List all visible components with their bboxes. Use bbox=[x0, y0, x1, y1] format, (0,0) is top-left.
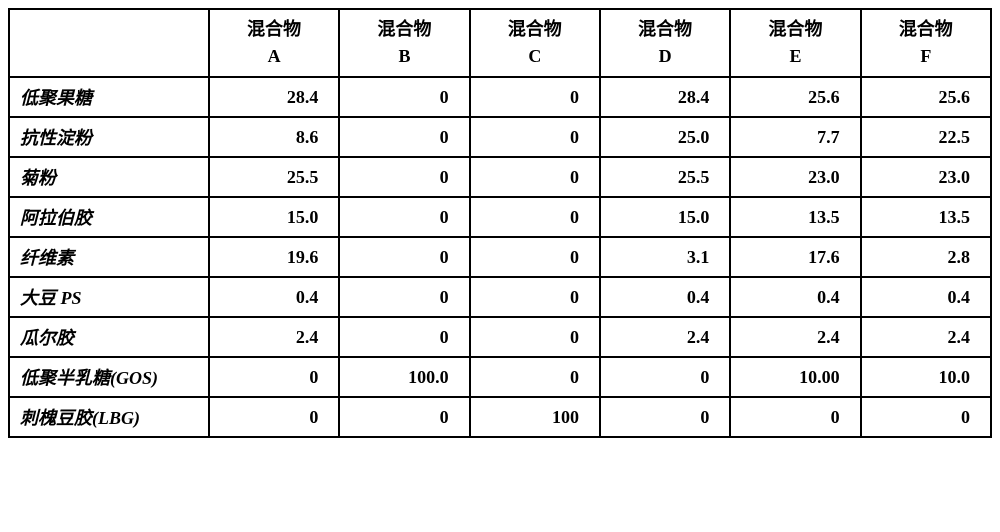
cell-value: 100 bbox=[470, 397, 600, 437]
header-prefix: 混合物 bbox=[611, 16, 719, 43]
cell-value: 0 bbox=[339, 277, 469, 317]
cell-value: 23.0 bbox=[730, 157, 860, 197]
table-body: 低聚果糖 28.4 0 0 28.4 25.6 25.6 抗性淀粉 8.6 0 … bbox=[9, 77, 991, 437]
cell-value: 15.0 bbox=[209, 197, 339, 237]
row-label: 大豆 PS bbox=[9, 277, 209, 317]
mixture-composition-table: 混合物 A 混合物 B 混合物 C 混合物 D 混合物 E 混合物 F bbox=[8, 8, 992, 438]
column-header-F: 混合物 F bbox=[861, 9, 991, 77]
table-row: 纤维素 19.6 0 0 3.1 17.6 2.8 bbox=[9, 237, 991, 277]
cell-value: 0.4 bbox=[861, 277, 991, 317]
cell-value: 28.4 bbox=[209, 77, 339, 117]
cell-value: 0 bbox=[339, 117, 469, 157]
cell-value: 0.4 bbox=[209, 277, 339, 317]
cell-value: 23.0 bbox=[861, 157, 991, 197]
header-prefix: 混合物 bbox=[741, 16, 849, 43]
table-row: 低聚果糖 28.4 0 0 28.4 25.6 25.6 bbox=[9, 77, 991, 117]
cell-value: 19.6 bbox=[209, 237, 339, 277]
column-header-E: 混合物 E bbox=[730, 9, 860, 77]
cell-value: 0 bbox=[600, 357, 730, 397]
cell-value: 13.5 bbox=[861, 197, 991, 237]
cell-value: 0 bbox=[470, 317, 600, 357]
table-row: 大豆 PS 0.4 0 0 0.4 0.4 0.4 bbox=[9, 277, 991, 317]
cell-value: 0 bbox=[470, 277, 600, 317]
column-header-B: 混合物 B bbox=[339, 9, 469, 77]
cell-value: 10.00 bbox=[730, 357, 860, 397]
column-header-A: 混合物 A bbox=[209, 9, 339, 77]
row-label: 低聚半乳糖(GOS) bbox=[9, 357, 209, 397]
cell-value: 0 bbox=[339, 157, 469, 197]
cell-value: 8.6 bbox=[209, 117, 339, 157]
table-row: 瓜尔胶 2.4 0 0 2.4 2.4 2.4 bbox=[9, 317, 991, 357]
cell-value: 0.4 bbox=[730, 277, 860, 317]
row-label: 瓜尔胶 bbox=[9, 317, 209, 357]
row-label: 刺槐豆胶(LBG) bbox=[9, 397, 209, 437]
cell-value: 2.4 bbox=[600, 317, 730, 357]
cell-value: 7.7 bbox=[730, 117, 860, 157]
cell-value: 25.6 bbox=[861, 77, 991, 117]
header-letter: B bbox=[350, 43, 458, 70]
cell-value: 2.4 bbox=[730, 317, 860, 357]
row-label: 抗性淀粉 bbox=[9, 117, 209, 157]
header-letter: A bbox=[220, 43, 328, 70]
cell-value: 0 bbox=[470, 77, 600, 117]
row-label: 菊粉 bbox=[9, 157, 209, 197]
cell-value: 0 bbox=[339, 237, 469, 277]
cell-value: 0 bbox=[470, 357, 600, 397]
header-prefix: 混合物 bbox=[481, 16, 589, 43]
cell-value: 0 bbox=[339, 317, 469, 357]
cell-value: 17.6 bbox=[730, 237, 860, 277]
cell-value: 100.0 bbox=[339, 357, 469, 397]
cell-value: 3.1 bbox=[600, 237, 730, 277]
table-corner-cell bbox=[9, 9, 209, 77]
table-row: 刺槐豆胶(LBG) 0 0 100 0 0 0 bbox=[9, 397, 991, 437]
cell-value: 2.4 bbox=[861, 317, 991, 357]
cell-value: 0 bbox=[470, 197, 600, 237]
cell-value: 0 bbox=[861, 397, 991, 437]
cell-value: 2.8 bbox=[861, 237, 991, 277]
header-letter: F bbox=[872, 43, 980, 70]
cell-value: 25.5 bbox=[209, 157, 339, 197]
table-row: 低聚半乳糖(GOS) 0 100.0 0 0 10.00 10.0 bbox=[9, 357, 991, 397]
cell-value: 0 bbox=[470, 157, 600, 197]
cell-value: 10.0 bbox=[861, 357, 991, 397]
cell-value: 0 bbox=[209, 397, 339, 437]
row-label: 低聚果糖 bbox=[9, 77, 209, 117]
header-prefix: 混合物 bbox=[220, 16, 328, 43]
table-header-row: 混合物 A 混合物 B 混合物 C 混合物 D 混合物 E 混合物 F bbox=[9, 9, 991, 77]
cell-value: 0 bbox=[339, 77, 469, 117]
cell-value: 15.0 bbox=[600, 197, 730, 237]
cell-value: 0 bbox=[339, 397, 469, 437]
cell-value: 0 bbox=[209, 357, 339, 397]
cell-value: 0.4 bbox=[600, 277, 730, 317]
table-row: 抗性淀粉 8.6 0 0 25.0 7.7 22.5 bbox=[9, 117, 991, 157]
column-header-D: 混合物 D bbox=[600, 9, 730, 77]
row-label: 纤维素 bbox=[9, 237, 209, 277]
header-letter: C bbox=[481, 43, 589, 70]
cell-value: 25.6 bbox=[730, 77, 860, 117]
column-header-C: 混合物 C bbox=[470, 9, 600, 77]
cell-value: 0 bbox=[730, 397, 860, 437]
table-row: 阿拉伯胶 15.0 0 0 15.0 13.5 13.5 bbox=[9, 197, 991, 237]
cell-value: 0 bbox=[470, 237, 600, 277]
cell-value: 0 bbox=[339, 197, 469, 237]
cell-value: 13.5 bbox=[730, 197, 860, 237]
cell-value: 2.4 bbox=[209, 317, 339, 357]
header-prefix: 混合物 bbox=[350, 16, 458, 43]
row-label: 阿拉伯胶 bbox=[9, 197, 209, 237]
cell-value: 0 bbox=[600, 397, 730, 437]
cell-value: 25.5 bbox=[600, 157, 730, 197]
table-row: 菊粉 25.5 0 0 25.5 23.0 23.0 bbox=[9, 157, 991, 197]
header-prefix: 混合物 bbox=[872, 16, 980, 43]
cell-value: 22.5 bbox=[861, 117, 991, 157]
header-letter: E bbox=[741, 43, 849, 70]
cell-value: 28.4 bbox=[600, 77, 730, 117]
cell-value: 25.0 bbox=[600, 117, 730, 157]
header-letter: D bbox=[611, 43, 719, 70]
cell-value: 0 bbox=[470, 117, 600, 157]
